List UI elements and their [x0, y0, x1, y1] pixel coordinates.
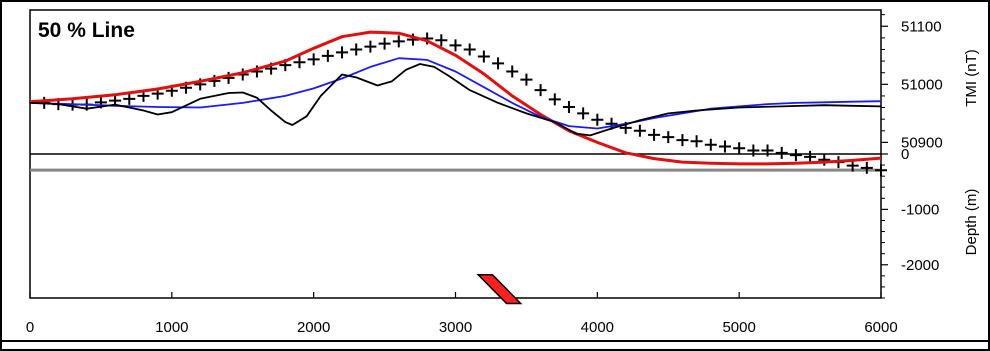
cross-marker [321, 49, 334, 62]
cross-marker [449, 39, 462, 52]
cross-marker [704, 138, 717, 151]
cross-marker [336, 46, 349, 59]
cross-marker [477, 50, 490, 63]
cross-marker [804, 150, 817, 163]
cross-marker [350, 43, 363, 56]
x-tick-label: 4000 [581, 319, 614, 336]
cross-marker [662, 131, 675, 144]
cross-marker [690, 135, 703, 148]
tmi-tick-label: 51100 [901, 18, 942, 35]
cross-marker [860, 161, 873, 174]
cross-marker [591, 113, 604, 126]
cross-marker [577, 107, 590, 120]
cross-marker [648, 128, 661, 141]
tmi-tick-label: 51000 [901, 76, 943, 93]
cross-marker [548, 93, 561, 106]
cross-marker [818, 153, 831, 166]
tmi-tick-label: 50900 [901, 134, 943, 151]
cross-marker [676, 134, 689, 147]
cross-marker [789, 149, 802, 162]
cross-marker [378, 37, 391, 50]
measured-black-line [29, 63, 882, 137]
cross-marker [875, 164, 887, 177]
cross-marker [506, 65, 519, 78]
x-tick-label: 1000 [155, 319, 188, 336]
cross-marker [633, 124, 646, 137]
cross-marker [718, 140, 731, 153]
plot-content [29, 30, 887, 305]
cross-marker [293, 56, 306, 69]
model-red-line [29, 30, 882, 166]
chart-title: 50 % Line [38, 19, 135, 42]
tmi-axis-label: TMI (nT) [963, 49, 980, 107]
cross-marker [364, 40, 377, 53]
model-blue-line [29, 57, 882, 130]
x-tick-label: 3000 [439, 319, 472, 336]
cross-marker [534, 84, 547, 97]
cross-marker [392, 35, 405, 48]
source-body [476, 273, 523, 305]
x-tick-label: 5000 [722, 319, 755, 336]
x-tick-label: 6000 [864, 319, 897, 336]
cross-marker [562, 100, 575, 113]
depth-tick-label: 0 [901, 146, 909, 163]
cross-marker [747, 144, 760, 157]
depth-axis-label: Depth (m) [963, 189, 980, 256]
cross-marker [775, 146, 788, 159]
cross-marker [492, 57, 505, 70]
x-tick-label: 0 [26, 319, 34, 336]
cross-marker [123, 92, 136, 105]
cross-marker [435, 34, 448, 47]
depth-tick-label: -1000 [901, 201, 939, 218]
x-axis: 0 1000 2000 3000 4000 5000 6000 [26, 292, 898, 336]
x-tick-label: 2000 [297, 319, 330, 336]
cross-marker [733, 142, 746, 155]
cross-marker [761, 144, 774, 157]
depth-tick-label: -2000 [901, 257, 939, 274]
cross-marker [307, 53, 320, 66]
cross-marker [463, 43, 476, 56]
cross-marker [520, 73, 533, 86]
